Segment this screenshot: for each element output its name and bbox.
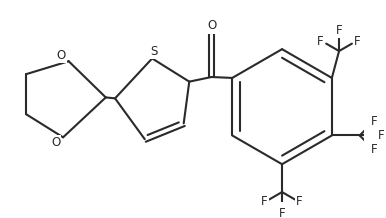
Text: O: O bbox=[57, 49, 66, 62]
Text: F: F bbox=[336, 24, 342, 37]
Text: O: O bbox=[51, 136, 60, 149]
Text: O: O bbox=[207, 19, 216, 32]
Text: S: S bbox=[150, 44, 158, 58]
Text: F: F bbox=[371, 143, 377, 156]
Text: F: F bbox=[317, 35, 324, 48]
Text: F: F bbox=[371, 115, 377, 128]
Text: F: F bbox=[279, 207, 285, 218]
Text: F: F bbox=[354, 35, 361, 48]
Text: F: F bbox=[296, 195, 303, 208]
Text: F: F bbox=[261, 195, 268, 208]
Text: F: F bbox=[378, 129, 384, 142]
